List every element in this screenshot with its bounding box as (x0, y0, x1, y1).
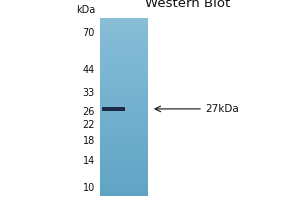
Text: 44: 44 (83, 65, 95, 75)
Text: 22: 22 (82, 120, 95, 130)
Text: 33: 33 (83, 88, 95, 98)
Text: Western Blot: Western Blot (146, 0, 231, 10)
Text: 26: 26 (82, 107, 95, 117)
Text: 14: 14 (83, 156, 95, 166)
Bar (102, 107, 125, 111)
Text: kDa: kDa (76, 5, 95, 15)
Text: 10: 10 (83, 183, 95, 193)
Text: 18: 18 (83, 136, 95, 146)
Text: 27kDa: 27kDa (205, 104, 239, 114)
Text: 70: 70 (82, 28, 95, 38)
